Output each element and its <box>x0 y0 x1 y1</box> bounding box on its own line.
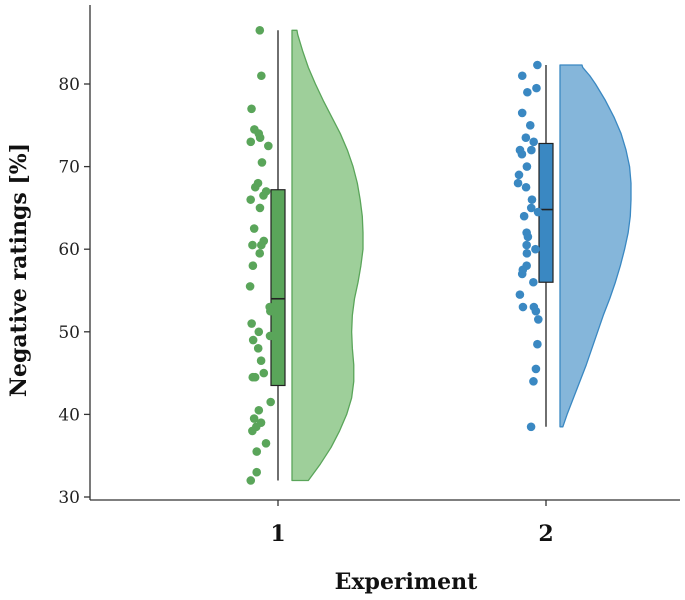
data-point-1 <box>255 133 265 142</box>
data-point-1 <box>257 71 266 81</box>
y-tick-label: 50 <box>58 323 80 343</box>
data-point-1 <box>254 327 264 337</box>
data-point-1 <box>266 306 275 316</box>
data-point-2 <box>522 240 531 250</box>
data-point-1 <box>261 439 271 448</box>
data-point-2 <box>521 133 531 142</box>
data-point-1 <box>256 356 266 366</box>
x-tick-label: 2 <box>538 521 553 547</box>
data-point-1 <box>252 447 262 456</box>
axes: 30 40 50 60 70 80 1 2 <box>58 5 680 547</box>
data-point-1 <box>248 426 257 436</box>
data-point-2 <box>526 422 536 432</box>
data-point-2 <box>514 170 524 180</box>
x-axis-title: Experiment <box>335 569 478 595</box>
data-point-2 <box>531 244 540 254</box>
data-point-1 <box>248 240 257 250</box>
y-tick-label: 70 <box>58 158 80 178</box>
data-point-1 <box>255 26 265 35</box>
y-tick-label: 60 <box>58 240 80 260</box>
data-point-2 <box>525 121 535 130</box>
data-point-2 <box>533 60 542 70</box>
data-point-2 <box>533 339 542 349</box>
data-point-1 <box>248 372 258 382</box>
data-point-1 <box>264 141 273 151</box>
violin-half-1 <box>291 29 364 482</box>
y-tick-label: 30 <box>58 488 80 508</box>
data-point-1 <box>266 397 275 407</box>
data-point-2 <box>521 182 531 192</box>
data-point-2 <box>517 269 527 279</box>
data-point-2 <box>517 108 527 118</box>
data-point-1 <box>252 467 262 477</box>
data-point-2 <box>527 145 536 155</box>
data-point-2 <box>515 290 525 299</box>
data-point-1 <box>253 344 263 353</box>
data-point-1 <box>255 203 265 213</box>
data-point-2 <box>522 249 532 258</box>
plot-area <box>245 26 632 485</box>
data-point-2 <box>517 71 527 81</box>
data-point-1 <box>249 414 259 423</box>
box-1 <box>270 189 286 387</box>
data-point-2 <box>518 302 528 312</box>
violin-half-2 <box>559 64 632 428</box>
y-tick-label: 80 <box>58 75 80 95</box>
data-point-1 <box>257 240 266 250</box>
data-point-1 <box>255 249 265 258</box>
data-point-2 <box>513 178 523 188</box>
data-point-1 <box>259 368 269 378</box>
data-point-1 <box>265 331 275 341</box>
data-point-1 <box>254 405 264 415</box>
data-point-2 <box>531 306 541 316</box>
data-point-1 <box>248 335 258 345</box>
data-point-1 <box>246 476 256 485</box>
data-point-2 <box>532 83 541 93</box>
data-point-2 <box>519 211 529 221</box>
data-point-1 <box>257 158 267 167</box>
y-axis-title: Negative ratings [%] <box>6 143 32 397</box>
data-point-1 <box>248 261 258 271</box>
data-point-2 <box>529 137 538 147</box>
data-point-1 <box>250 182 260 192</box>
data-point-2 <box>534 315 543 324</box>
data-point-2 <box>531 364 541 374</box>
data-point-2 <box>517 149 527 159</box>
data-point-2 <box>529 377 538 386</box>
data-point-1 <box>247 104 256 114</box>
data-point-2 <box>526 203 536 213</box>
data-point-1 <box>259 191 268 200</box>
data-point-1 <box>246 137 256 147</box>
data-point-2 <box>527 195 537 204</box>
y-tick-label: 40 <box>58 405 80 425</box>
data-point-1 <box>249 224 259 233</box>
data-point-1 <box>245 282 255 291</box>
data-point-2 <box>522 162 532 171</box>
x-tick-label: 1 <box>270 521 285 547</box>
data-point-2 <box>523 87 532 97</box>
data-point-1 <box>247 319 256 328</box>
data-point-2 <box>529 277 538 287</box>
data-point-2 <box>523 232 533 242</box>
data-point-1 <box>246 195 255 204</box>
data-point-2 <box>533 207 543 217</box>
